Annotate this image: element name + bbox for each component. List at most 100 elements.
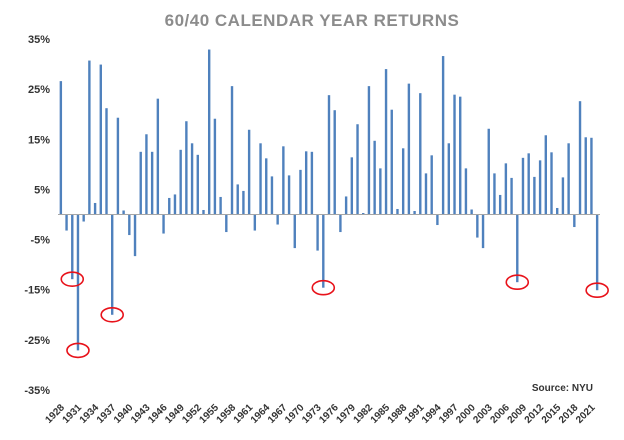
bar-1952 — [196, 154, 199, 215]
bar-1947 — [168, 197, 171, 215]
chart-title: 60/40 CALENDAR YEAR RETURNS — [165, 11, 460, 30]
bar-2012 — [538, 160, 542, 215]
bar-1961 — [247, 129, 251, 215]
bar-1951 — [190, 143, 194, 215]
bar-1976 — [333, 110, 336, 215]
highlight-circle-1974 — [311, 279, 336, 296]
bar-1970 — [299, 169, 302, 215]
bar-1984 — [379, 168, 382, 215]
bar-2000 — [470, 209, 473, 215]
bar-2005 — [498, 194, 502, 215]
bar-1979 — [350, 157, 354, 215]
bar-1959 — [236, 184, 239, 215]
bar-1940 — [128, 214, 131, 236]
bar-2021 — [590, 137, 593, 215]
bar-1966 — [276, 214, 279, 225]
bar-1972 — [310, 151, 314, 215]
y-tick-label: 25% — [28, 84, 50, 96]
highlight-circles-group — [60, 271, 609, 359]
bar-2018 — [573, 214, 576, 228]
y-tick-label: -25% — [24, 335, 50, 347]
highlight-circle-1930 — [60, 271, 85, 287]
bar-1953 — [202, 209, 205, 215]
bar-1995 — [441, 56, 445, 215]
bar-1935 — [99, 64, 102, 215]
bar-1948 — [173, 194, 177, 215]
bar-1981 — [362, 213, 365, 215]
bar-1933 — [88, 60, 91, 215]
bar-1982 — [367, 86, 371, 215]
bar-1937 — [111, 214, 114, 315]
bar-1994 — [436, 214, 439, 226]
bar-1964 — [265, 158, 268, 215]
bar-2014 — [550, 152, 553, 215]
bar-1967 — [282, 146, 285, 215]
bar-1946 — [162, 214, 165, 234]
bar-1965 — [270, 176, 274, 215]
y-tick-label: -35% — [24, 385, 50, 397]
bar-1968 — [287, 175, 291, 215]
bar-1943 — [145, 134, 148, 215]
bar-1991 — [419, 93, 422, 215]
bar-1960 — [242, 190, 245, 215]
bar-2009 — [521, 157, 525, 215]
bar-1977 — [339, 214, 342, 233]
bar-1956 — [219, 196, 222, 215]
bar-2008 — [516, 214, 519, 283]
source-note: Source: NYU — [532, 383, 593, 394]
bar-1939 — [122, 210, 125, 215]
bar-2011 — [533, 176, 536, 215]
bar-1929 — [65, 214, 68, 231]
bar-1932 — [82, 214, 85, 222]
bar-2016 — [561, 177, 565, 215]
bar-2007 — [510, 177, 513, 215]
bar-2020 — [584, 137, 587, 215]
bar-1938 — [116, 117, 120, 215]
bar-1974 — [322, 214, 325, 288]
bar-1985 — [384, 69, 388, 215]
bar-1942 — [139, 151, 142, 215]
bar-1955 — [213, 118, 217, 215]
bars-group — [59, 49, 599, 351]
bar-1986 — [390, 109, 393, 215]
y-tick-label: -15% — [24, 285, 50, 297]
highlight-circle-2022 — [585, 282, 609, 299]
highlight-circle-2008 — [505, 274, 530, 290]
bar-2015 — [556, 207, 559, 215]
y-tick-label: 35% — [28, 34, 50, 46]
y-axis-tick-labels: 35% 25% 15% 5% -5% -15% -25% -35% — [24, 34, 50, 397]
bar-1958 — [230, 86, 234, 215]
bar-1928 — [59, 81, 63, 215]
bar-2017 — [567, 143, 570, 215]
y-tick-label: 5% — [34, 184, 50, 196]
bar-1962 — [253, 214, 257, 231]
bar-2002 — [481, 214, 485, 249]
bar-1983 — [373, 140, 376, 215]
bar-1969 — [293, 214, 296, 249]
bar-1988 — [401, 148, 405, 215]
x-axis-tick-labels: 1928193119341937194019431946194919521955… — [43, 402, 597, 426]
y-tick-label: 15% — [28, 134, 50, 146]
bar-1973 — [316, 214, 319, 251]
highlight-circle-1937 — [100, 306, 124, 323]
bar-1945 — [156, 98, 160, 215]
bar-1998 — [459, 96, 462, 215]
bar-1992 — [424, 173, 428, 215]
x-tick-label: 2021 — [574, 402, 598, 426]
bar-2010 — [527, 153, 530, 215]
bar-1999 — [464, 168, 468, 215]
bar-1954 — [207, 49, 211, 215]
bar-1930 — [71, 214, 74, 280]
bar-1987 — [396, 208, 399, 215]
bar-2013 — [544, 135, 547, 215]
bar-1989 — [407, 83, 411, 215]
highlight-circle-1931 — [66, 342, 90, 359]
bar-1949 — [179, 149, 182, 215]
bar-2004 — [493, 173, 496, 215]
bar-1944 — [150, 151, 154, 215]
bar-1997 — [453, 94, 456, 215]
bar-1993 — [430, 155, 433, 215]
bar-1975 — [327, 95, 331, 215]
